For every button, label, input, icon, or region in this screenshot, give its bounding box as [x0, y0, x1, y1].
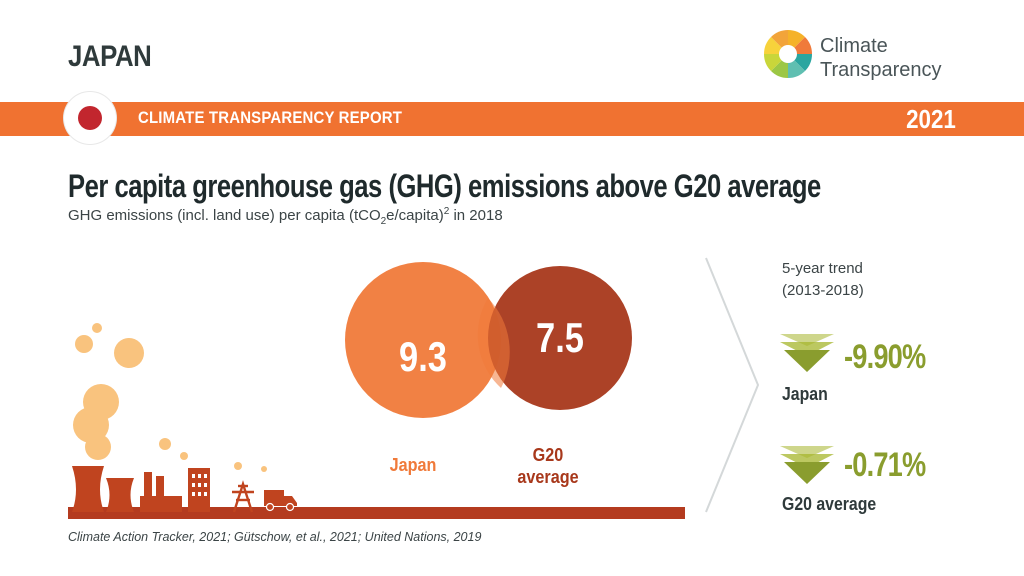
- circle-overlap: [477, 298, 510, 388]
- trend-down-icon-2: [780, 446, 834, 484]
- trend-title-line-1: 5-year trend: [782, 260, 863, 277]
- emissions-illustration: [68, 257, 834, 519]
- separator-chevron: [705, 257, 760, 513]
- trend-name-japan: Japan: [782, 384, 828, 404]
- subtitle-sub: 2: [380, 216, 387, 227]
- smoke-icon: [73, 323, 267, 472]
- g20-label: G20 average: [503, 444, 593, 488]
- g20-label-line-2: average: [517, 467, 579, 487]
- power-pylon-icon: [232, 480, 254, 513]
- page-title: Per capita greenhouse gas (GHG) emission…: [68, 168, 821, 204]
- report-label: CLIMATE TRANSPARENCY REPORT: [138, 108, 403, 127]
- logo-line-1: Climate: [820, 35, 888, 57]
- trend-name-g20: G20 average: [782, 494, 877, 514]
- page-subtitle: GHG emissions (incl. land use) per capit…: [68, 206, 503, 227]
- ground-bar: [68, 507, 685, 519]
- logo-text: Climate Transparency: [820, 34, 942, 82]
- japan-circle: [345, 262, 501, 418]
- truck-icon: [264, 490, 297, 512]
- trend-value-japan: -9.90%: [844, 338, 926, 376]
- g20-label-line-1: G20: [532, 445, 564, 465]
- report-year: 2021: [906, 104, 956, 134]
- climate-transparency-logo-icon: [763, 29, 813, 79]
- subtitle-part-3: in 2018: [449, 207, 503, 224]
- logo-line-2: Transparency: [820, 59, 942, 81]
- subtitle-part-2: e/capita): [386, 207, 444, 224]
- trend-title-line-2: (2013-2018): [782, 282, 864, 299]
- subtitle-part-1: GHG emissions (incl. land use) per capit…: [68, 207, 381, 224]
- subtitle-sup: 2: [443, 206, 450, 217]
- japan-label: Japan: [389, 455, 437, 475]
- source-note: Climate Action Tracker, 2021; Gütschow, …: [68, 530, 482, 544]
- japan-value: 9.3: [399, 333, 447, 380]
- cooling-tower-icon: [72, 466, 134, 512]
- building-icon: [188, 468, 210, 512]
- country-title: JAPAN: [68, 40, 152, 73]
- g20-value: 7.5: [536, 314, 584, 361]
- trend-down-icon: [780, 334, 834, 372]
- trend-value-g20: -0.71%: [844, 446, 926, 484]
- report-band: [0, 102, 1024, 136]
- trend-title: 5-year trend (2013-2018): [782, 258, 864, 302]
- japan-flag-sun: [78, 106, 102, 130]
- factory-icon: [140, 472, 182, 512]
- g20-circle: [488, 266, 632, 410]
